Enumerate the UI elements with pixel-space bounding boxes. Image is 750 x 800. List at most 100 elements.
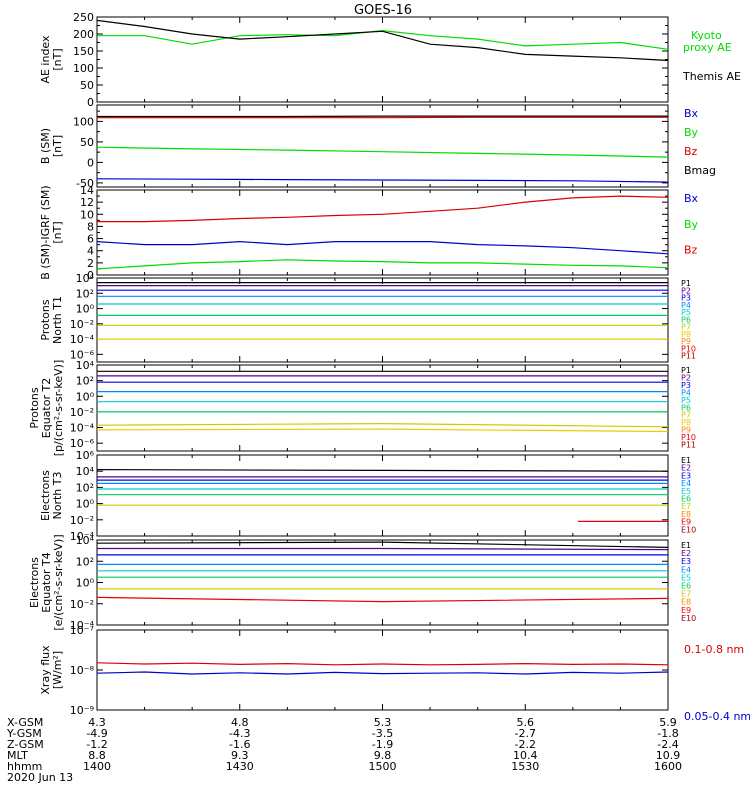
y-tick-label: 10⁻⁴ [70, 619, 95, 632]
channel-label: E8 [681, 598, 691, 607]
x-tick-label: 1430 [226, 760, 254, 773]
channel-label: E10 [681, 525, 696, 534]
y-tick-label: 8 [87, 220, 94, 233]
x-tick-label: 1530 [511, 760, 539, 773]
panel-p_equator: 10⁻⁶ 10⁻⁴ 10⁻² 10⁰ 10² 10⁴ Protons Equator T2 [p… [28, 359, 696, 456]
channel-label: E9 [681, 606, 691, 615]
y-axis-label: Xray flux [39, 645, 52, 695]
y-tick-label: 10⁴ [76, 534, 95, 547]
y-tick-label: 10² [76, 287, 94, 300]
channel-label: P8 [681, 418, 691, 427]
x-tick-label: 5.6 [517, 716, 535, 729]
channel-label: P3 [681, 294, 691, 303]
x-tick-label: -2.7 [515, 727, 536, 740]
y-tick-label: 0 [87, 156, 94, 169]
channel-label: P5 [681, 396, 691, 405]
y-axis-label: B (SM) [39, 128, 52, 164]
y-tick-label: 50 [80, 136, 94, 149]
x-tick-label: -2.4 [657, 738, 678, 751]
y-tick-label: 10⁴ [76, 465, 95, 478]
panel-frame [96, 364, 669, 452]
x-tick-label: 9.8 [374, 749, 392, 762]
legend-label: Bz [684, 145, 698, 158]
y-tick-label: 10⁻⁹ [70, 704, 94, 717]
channel-label: E3 [681, 557, 691, 566]
y-tick-label: 10⁻² [70, 598, 94, 611]
x-tick-label: -1.9 [372, 738, 393, 751]
y-tick-label: 10⁶ [76, 449, 95, 462]
x-tick-label: 5.3 [374, 716, 392, 729]
channel-label: P9 [681, 337, 691, 346]
panel-xray: 10⁻⁹ 10⁻⁸ 10⁻⁷ Xray flux [W/m²] 0.1-0.8 nm 0.0… [39, 624, 750, 723]
y-axis-label: [nT] [51, 135, 64, 157]
y-tick-label: 10⁻⁶ [70, 348, 95, 361]
series-e1 [96, 469, 669, 472]
channel-label: E9 [681, 518, 691, 527]
y-tick-label: 12 [80, 196, 94, 209]
series-kyoto-proxy-ae [97, 29, 669, 50]
y-tick-label: 10² [76, 481, 94, 494]
channel-label: P6 [681, 403, 691, 412]
series-p8 [96, 428, 669, 433]
y-tick-label: 10⁻² [70, 318, 94, 331]
x-tick-label: -2.2 [515, 738, 536, 751]
x-tick-label: -4.3 [229, 727, 250, 740]
series-e2 [97, 547, 669, 551]
channel-label: P9 [681, 426, 691, 435]
y-tick-label: 10⁻² [70, 406, 94, 419]
y-tick-label: 10⁰ [76, 390, 95, 403]
y-tick-label: 10⁻⁴ [70, 530, 95, 543]
legend-label: Bmag [684, 164, 716, 177]
x-tick-label: -1.8 [657, 727, 678, 740]
y-axis-label: Protons [39, 299, 52, 340]
y-tick-label: 10⁴ [76, 359, 95, 372]
legend-label: Bx [684, 107, 699, 120]
y-tick-label: 10⁻⁴ [70, 422, 95, 435]
channel-label: P4 [681, 301, 691, 310]
y-axis-label: Equator T4 [40, 552, 53, 612]
y-tick-label: 10⁴ [76, 272, 95, 285]
x-tick-label: 1400 [83, 760, 111, 773]
series-themis-ae [96, 19, 669, 62]
channel-label: E4 [681, 565, 691, 574]
channel-label: E5 [681, 573, 691, 582]
channel-label: E3 [681, 471, 691, 480]
y-tick-label: 10² [76, 375, 94, 388]
channel-label: E2 [681, 549, 691, 558]
x-tick-label: 8.8 [88, 749, 106, 762]
y-tick-label: 10² [76, 555, 94, 568]
panel-frame [96, 16, 669, 103]
y-axis-label: Electrons [28, 557, 41, 608]
channel-label: E1 [681, 456, 691, 465]
legend-label: Bx [684, 192, 699, 205]
legend-label: Bz [684, 244, 698, 257]
channel-label: P7 [681, 323, 691, 332]
channel-label: E8 [681, 510, 691, 519]
legend-label: 0.1-0.8 nm [684, 643, 744, 656]
x-tick-label: 10.9 [656, 749, 681, 762]
legend-label: By [684, 218, 699, 231]
x-tick-label: 1600 [654, 760, 682, 773]
x-tick-label: 10.4 [513, 749, 538, 762]
y-axis-label: Equator T2 [40, 378, 53, 438]
panel-frame [96, 629, 669, 711]
channel-label: P2 [681, 373, 691, 382]
y-axis-label: AE index [39, 35, 52, 84]
series-bx [96, 178, 669, 183]
row-label: Y-GSM [6, 727, 42, 740]
series-p7 [96, 422, 669, 428]
y-axis-label: North T3 [51, 472, 64, 520]
x-tick-label: -1.6 [229, 738, 250, 751]
channel-label: P4 [681, 388, 691, 397]
channel-label: P2 [681, 286, 691, 295]
x-tick-label: 4.3 [88, 716, 106, 729]
channel-label: P3 [681, 381, 691, 390]
legend-label: By [684, 126, 699, 139]
panel-frame [96, 189, 669, 276]
x-tick-label: 1500 [369, 760, 397, 773]
